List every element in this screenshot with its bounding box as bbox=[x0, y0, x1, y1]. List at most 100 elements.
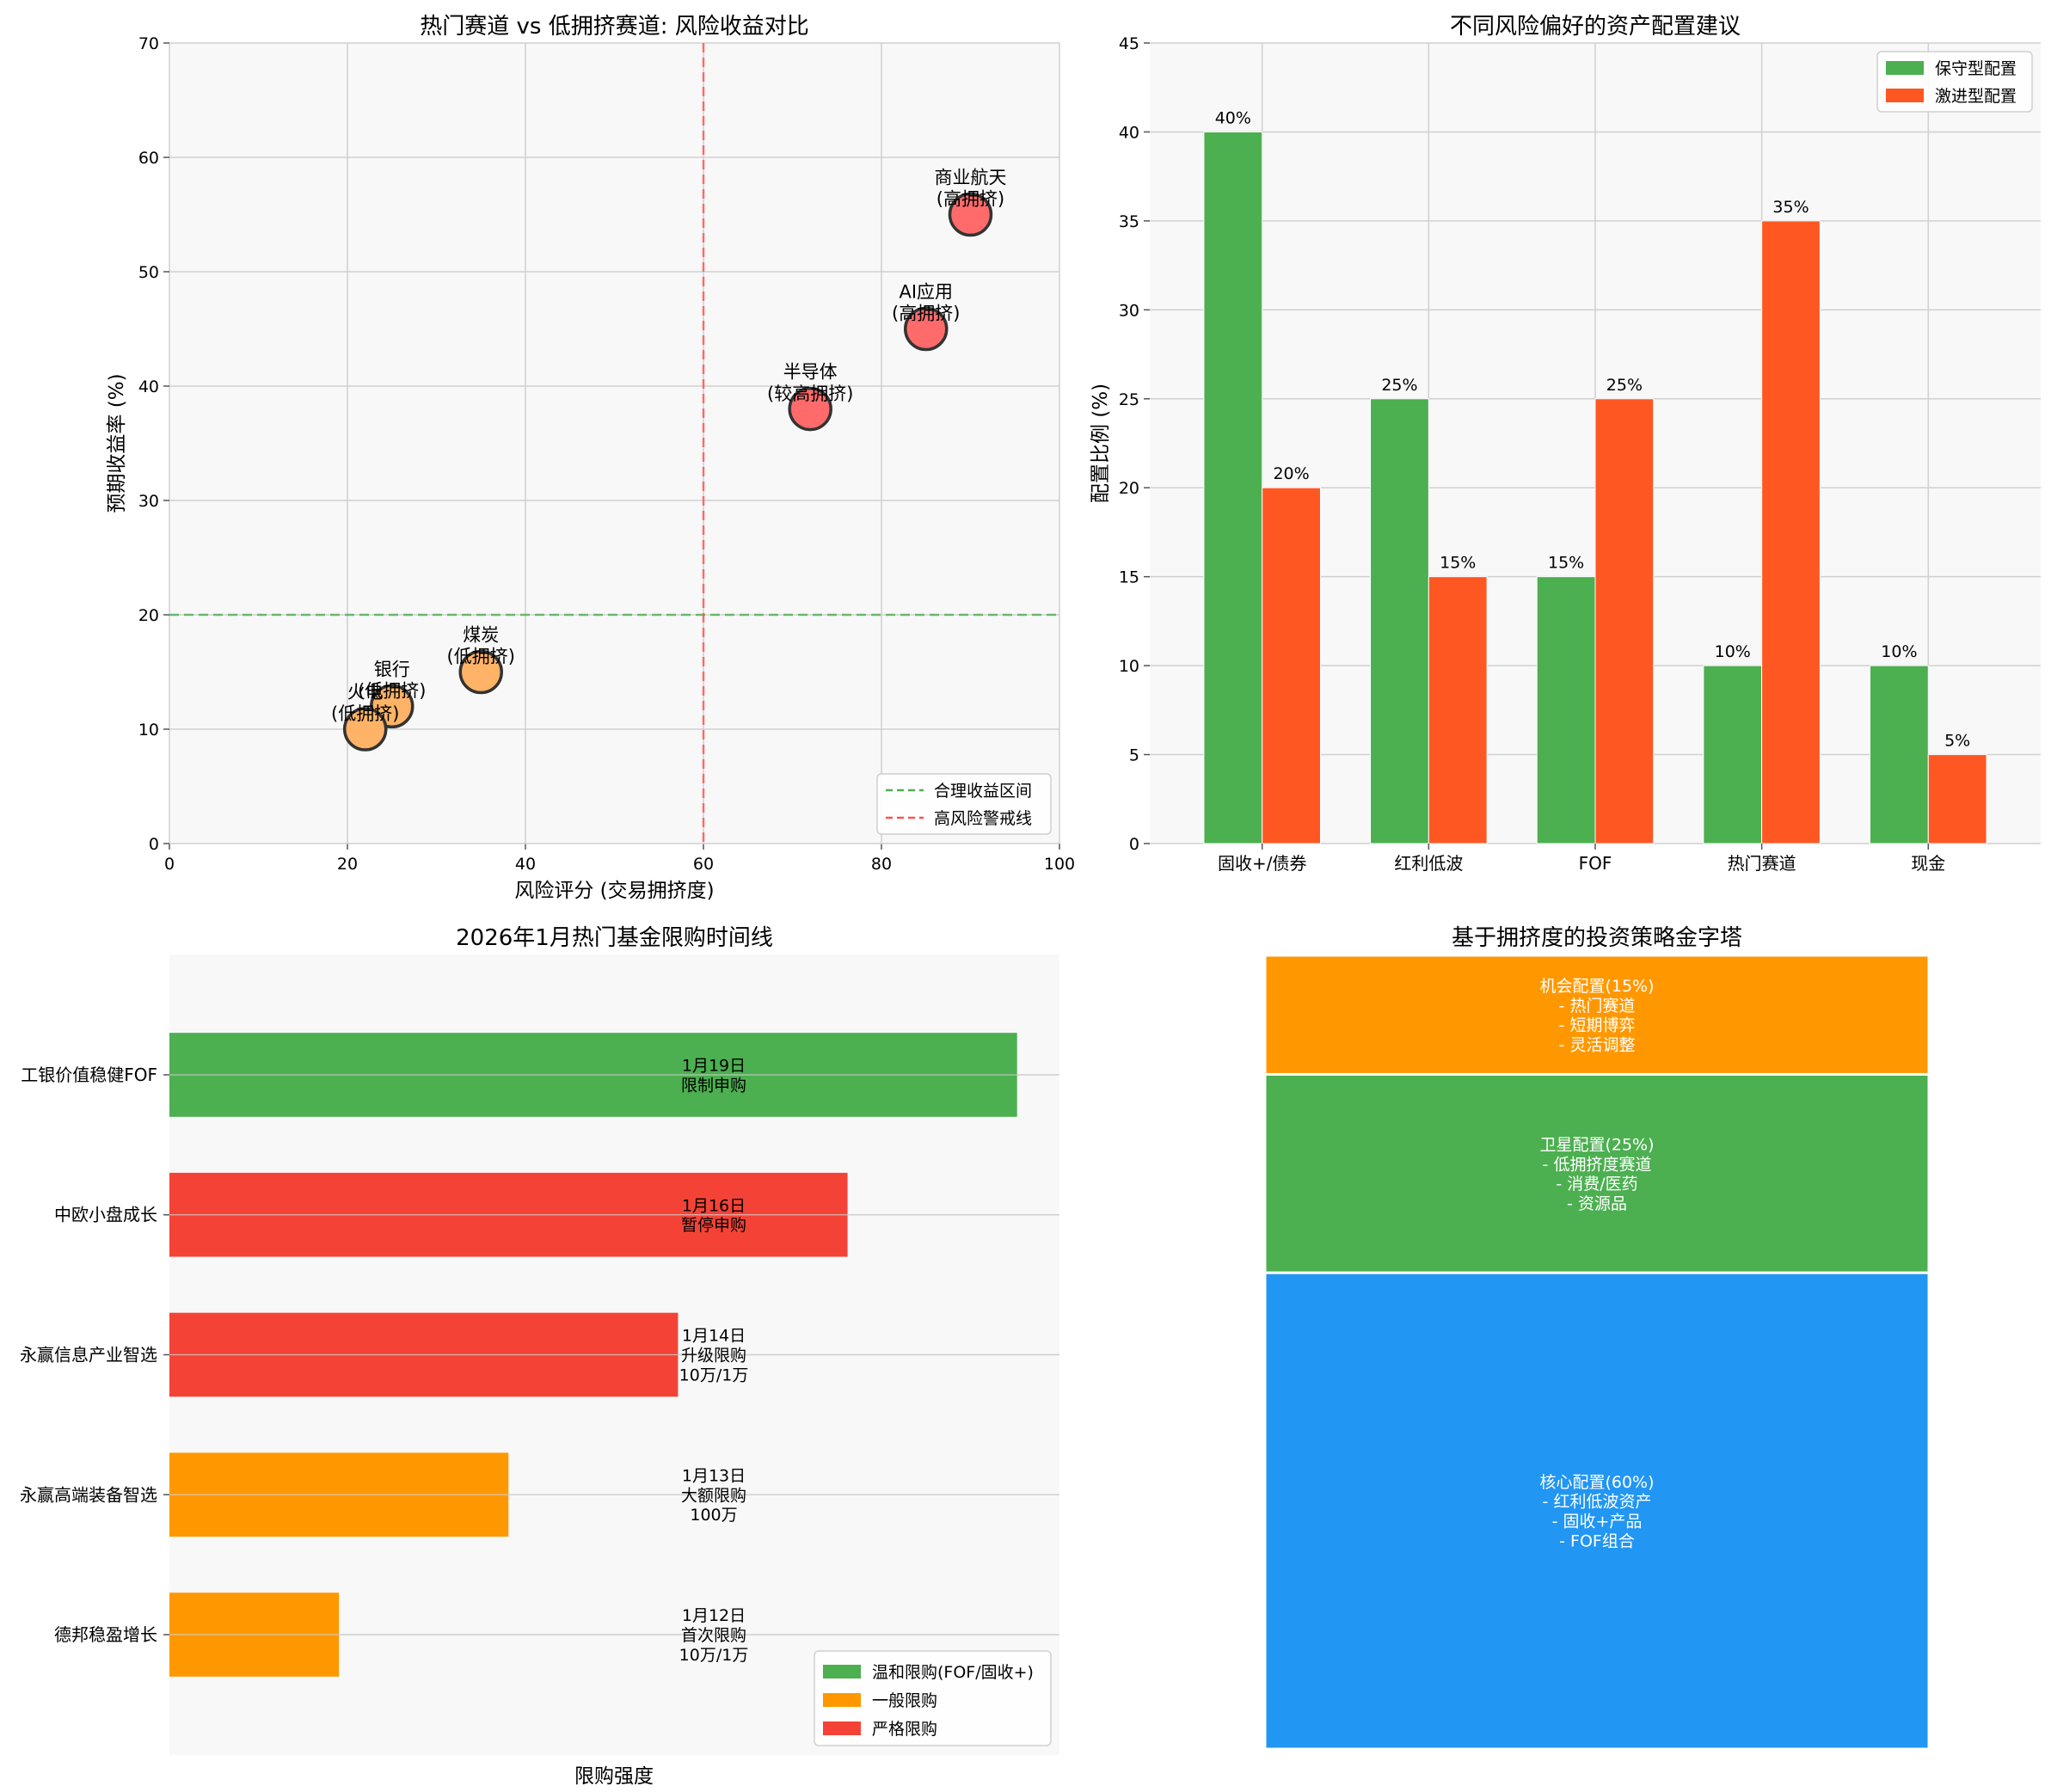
legend-label: 激进型配置 bbox=[1935, 87, 2017, 106]
legend-swatch bbox=[1886, 61, 1924, 75]
bar-value-label: 35% bbox=[1772, 198, 1808, 217]
chart-title: 热门赛道 vs 低拥挤赛道: 风险收益对比 bbox=[420, 14, 809, 40]
legend-swatch bbox=[823, 1693, 861, 1707]
tier-text-line: - 消费/医药 bbox=[1556, 1175, 1637, 1194]
tier-text: 机会配置(15%) - 热门赛道- 短期博弈- 灵活调整 bbox=[1539, 977, 1654, 1054]
bar-conservative bbox=[1203, 131, 1263, 844]
y-tick-label: 60 bbox=[138, 149, 159, 168]
bar-annotation-line: 暂停申购 bbox=[681, 1216, 746, 1235]
chart-title: 不同风险偏好的资产配置建议 bbox=[1450, 14, 1741, 40]
point-label-line: AI应用 bbox=[899, 282, 953, 303]
y-tick-label: 中欧小盘成长 bbox=[54, 1205, 157, 1225]
tier-text-line: - 热门赛道 bbox=[1559, 997, 1636, 1016]
scatter-point bbox=[342, 707, 388, 752]
bar-conservative bbox=[1370, 398, 1429, 844]
bar-aggressive bbox=[1761, 220, 1821, 844]
bar-annotation: 1月12日首次限购 10万/1万 bbox=[679, 1606, 749, 1665]
y-tick-label: 25 bbox=[1119, 390, 1139, 409]
y-axis-label: 预期收益率 (%) bbox=[106, 373, 128, 512]
legend-swatch bbox=[1886, 89, 1924, 102]
bar-annotation-line: 1月14日 bbox=[682, 1327, 746, 1346]
bar-annotation-line: 10万/1万 bbox=[679, 1365, 749, 1384]
tier-text-line: 核心配置(60%) bbox=[1539, 1473, 1654, 1492]
bar-annotation: 1月14日升级限购 10万/1万 bbox=[679, 1327, 749, 1385]
bar-value-label: 40% bbox=[1215, 108, 1251, 127]
bar-annotation-line: 限制申购 bbox=[681, 1076, 746, 1095]
bar-value-label: 25% bbox=[1606, 376, 1643, 395]
bar-value-label: 10% bbox=[1881, 642, 1917, 661]
bar-annotation: 1月16日暂停申购 bbox=[681, 1196, 746, 1235]
y-tick-label: 15 bbox=[1119, 568, 1139, 587]
bar-annotation-line: 1月12日 bbox=[682, 1606, 746, 1625]
scatter-point bbox=[948, 192, 993, 237]
point-label-line: (较高拥挤) bbox=[767, 384, 853, 404]
tier-text-line: - 资源品 bbox=[1567, 1194, 1627, 1213]
tier-text-line: - 红利低波资产 bbox=[1543, 1493, 1652, 1512]
scatter-point bbox=[904, 306, 949, 352]
bar-conservative bbox=[1536, 576, 1596, 844]
point-label: 银行(低拥挤) bbox=[358, 659, 426, 701]
bar-value-label: 25% bbox=[1381, 376, 1417, 395]
tier-text-line: - 低拥挤度赛道 bbox=[1543, 1155, 1652, 1174]
y-tick-label: 5 bbox=[1129, 746, 1139, 765]
y-tick-label: 30 bbox=[138, 492, 159, 511]
legend-label: 保守型配置 bbox=[1935, 59, 2017, 78]
bar-aggressive bbox=[1594, 398, 1655, 844]
plot-area bbox=[169, 43, 1059, 844]
y-tick-label: 0 bbox=[149, 835, 159, 854]
point-label: 火电(低拥挤) bbox=[331, 682, 399, 724]
x-tick-label: 20 bbox=[337, 855, 358, 874]
point-label-line: 商业航天 bbox=[935, 168, 1007, 188]
point-label: 商业航天(高拥挤) bbox=[935, 168, 1007, 210]
chart-title: 2026年1月热门基金限购时间线 bbox=[456, 925, 773, 951]
y-tick-label: 45 bbox=[1119, 34, 1139, 53]
legend-label: 高风险警戒线 bbox=[934, 809, 1032, 828]
bar-aggressive bbox=[1262, 487, 1321, 844]
bar-conservative bbox=[1703, 665, 1763, 844]
x-tick-label: 80 bbox=[871, 855, 892, 874]
point-label: AI应用(高拥挤) bbox=[892, 282, 960, 324]
x-tick-label: 60 bbox=[693, 855, 714, 874]
legend-label: 严格限购 bbox=[872, 1720, 937, 1739]
bar-aggressive bbox=[1927, 754, 1987, 844]
x-tick-label: FOF bbox=[1579, 853, 1612, 874]
x-axis-label: 限购强度 bbox=[574, 1765, 654, 1788]
legend-swatch bbox=[823, 1721, 861, 1735]
bar-annotation-line: 1月16日 bbox=[682, 1196, 746, 1215]
point-label: 煤炭(低拥挤) bbox=[447, 625, 515, 667]
x-tick-label: 热门赛道 bbox=[1728, 853, 1796, 874]
y-tick-label: 10 bbox=[1119, 657, 1139, 676]
point-label-line: 半导体 bbox=[783, 362, 838, 383]
y-tick-label: 40 bbox=[138, 377, 159, 396]
legend-box bbox=[814, 1650, 1052, 1746]
point-label-line: 火电 bbox=[347, 682, 384, 703]
bar-annotation-line: 升级限购 bbox=[681, 1347, 746, 1365]
legend-label: 一般限购 bbox=[872, 1691, 937, 1710]
tier-text-line: - FOF组合 bbox=[1559, 1531, 1635, 1550]
y-tick-label: 德邦稳盈增长 bbox=[54, 1624, 157, 1645]
bar-value-label: 15% bbox=[1440, 554, 1476, 573]
legend-swatch bbox=[823, 1665, 861, 1678]
y-tick-label: 50 bbox=[138, 263, 159, 282]
legend-label: 合理收益区间 bbox=[934, 782, 1032, 801]
bar-conservative bbox=[1870, 665, 1929, 844]
y-tick-label: 永赢高端装备智选 bbox=[20, 1484, 157, 1505]
tier-text-line: - 短期博弈 bbox=[1559, 1016, 1636, 1035]
bar-aggressive bbox=[1428, 576, 1488, 844]
x-tick-label: 固收+/债券 bbox=[1218, 853, 1307, 874]
bar-value-label: 15% bbox=[1548, 554, 1584, 573]
y-tick-label: 工银价值稳健FOF bbox=[21, 1065, 157, 1085]
bar-annotation-line: 大额限购 bbox=[681, 1486, 746, 1505]
x-tick-label: 40 bbox=[515, 855, 536, 874]
x-tick-label: 红利低波 bbox=[1394, 853, 1463, 874]
pyramid-tier bbox=[1263, 1072, 1931, 1274]
bar-value-label: 10% bbox=[1715, 642, 1751, 661]
scatter-point bbox=[458, 649, 503, 695]
x-axis-label: 风险评分 (交易拥挤度) bbox=[514, 880, 714, 902]
bar-annotation: 1月13日大额限购 100万 bbox=[681, 1466, 746, 1525]
y-tick-label: 0 bbox=[1129, 835, 1139, 854]
bar-annotation: 1月19日限制申购 bbox=[681, 1057, 746, 1095]
